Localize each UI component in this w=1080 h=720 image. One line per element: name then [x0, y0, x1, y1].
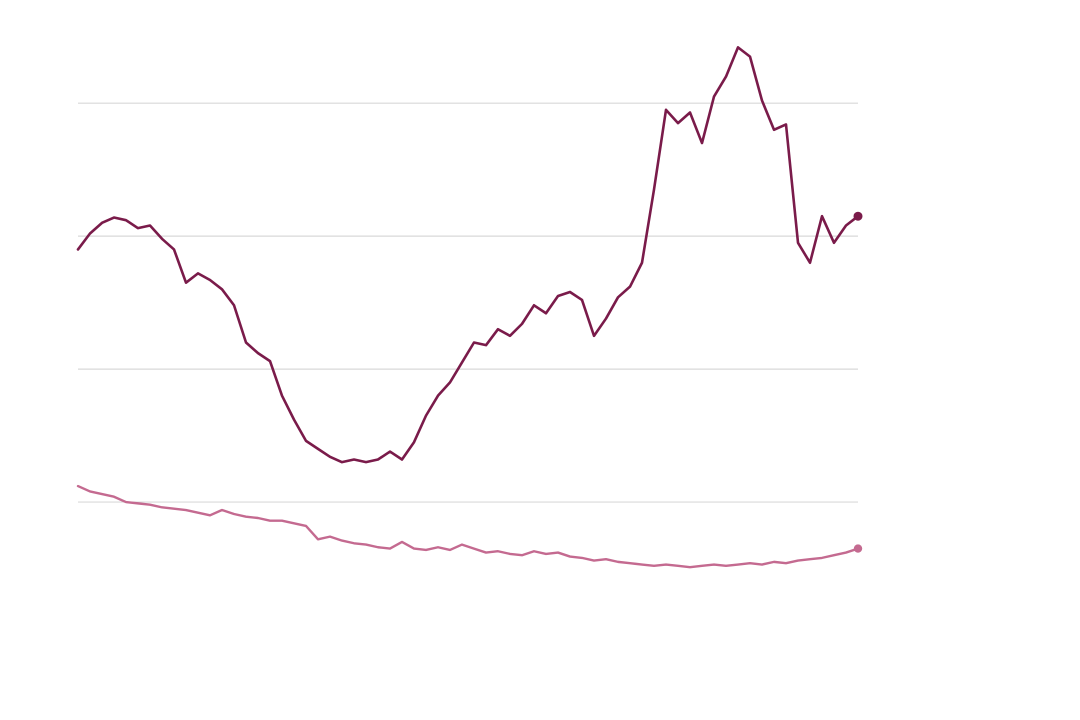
gridlines	[78, 103, 858, 502]
series-line	[78, 47, 858, 462]
series-series-b	[78, 486, 862, 567]
series-series-a	[78, 47, 863, 462]
series-end-marker	[854, 544, 862, 552]
series-line	[78, 486, 858, 567]
line-chart	[0, 0, 1080, 720]
series-end-marker	[854, 212, 863, 221]
